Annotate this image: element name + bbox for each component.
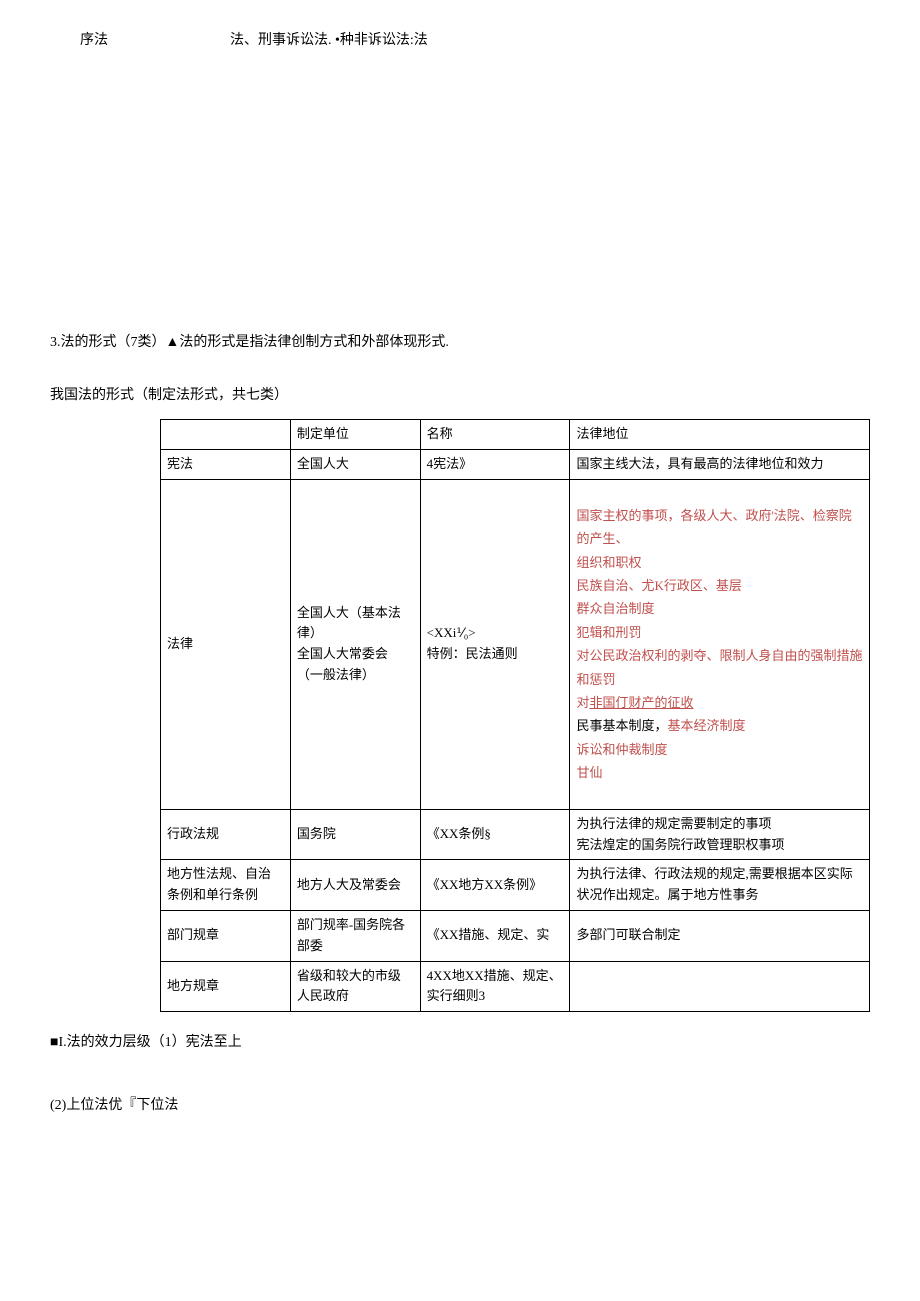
table-row: 部门规章 部门规率-国务院各部委 《XX措施、规定、实 多部门可联合制定 (161, 910, 870, 961)
falu4-l3: 民族自治、尤K行政区、基层 (576, 574, 863, 597)
falu4-l4: 群众自治制度 (576, 597, 863, 620)
cell-bumen-3: 《XX措施、规定、实 (420, 910, 570, 961)
cell-xingzheng-2: 国务院 (290, 809, 420, 860)
cell-difang-2: 地方人大及常委会 (290, 860, 420, 911)
footer-line-1: ■I.法的效力层级（1）宪法至上 (50, 1032, 870, 1054)
falu4-l8: 民事基本制度，基本经济制度 (576, 714, 863, 737)
table-row: 宪法 全国人大 4宪法》 国家主线大法，具有最高的法律地位和效力 (161, 449, 870, 479)
cell-bumen-2: 部门规率-国务院各部委 (290, 910, 420, 961)
cell-difang-1: 地方性法规、自治条例和单行条例 (161, 860, 291, 911)
law-forms-table: 制定单位 名称 法律地位 宪法 全国人大 4宪法》 国家主线大法，具有最高的法律… (160, 419, 870, 1012)
section-3-title: 3.法的形式（7类）▲法的形式是指法律创制方式和外部体现形式. (50, 332, 870, 354)
cell-falu-4: 国家主权的事项，各级人大、政府'法院、检察院的产生、 组织和职权 民族自治、尤K… (570, 479, 870, 809)
header-left-text: 序法 (50, 30, 230, 52)
cell-xingzheng-4: 为执行法律的规定需要制定的事项 宪法煌定的国务院行政管理职权事项 (570, 809, 870, 860)
cell-falu-3: <XXi⅟₀> 特例：民法通则 (420, 479, 570, 809)
cell-difangguizhang-1: 地方规章 (161, 961, 291, 1012)
cell-xianfa-1: 宪法 (161, 449, 291, 479)
table-header-row: 制定单位 名称 法律地位 (161, 420, 870, 450)
header-cell-1 (161, 420, 291, 450)
cell-difangguizhang-4 (570, 961, 870, 1012)
cell-falu-3-line2: 特例：民法通则 (427, 644, 564, 665)
header-cell-2: 制定单位 (290, 420, 420, 450)
falu4-l5: 犯辑和刑罚 (576, 621, 863, 644)
cell-falu-2: 全国人大（基本法律） 全国人大常委会（一般法律） (290, 479, 420, 809)
header-right-text: 法、刑事诉讼法. •种非诉讼法:法 (230, 30, 870, 52)
falu4-l8b: 基本经济制度 (667, 718, 745, 733)
cell-difangguizhang-3: 4XX地XX措施、规定、实行细则3 (420, 961, 570, 1012)
cell-xingzheng-1: 行政法规 (161, 809, 291, 860)
cell-xianfa-4: 国家主线大法，具有最高的法律地位和效力 (570, 449, 870, 479)
header-cell-4: 法律地位 (570, 420, 870, 450)
falu4-l7: 对非国仃财产的征收 (576, 691, 863, 714)
falu4-l10: 甘仙 (576, 761, 863, 784)
falu4-l1: 国家主权的事项，各级人大、政府'法院、检察院的产生、 (576, 504, 863, 551)
falu4-l8a: 民事基本制度， (576, 718, 667, 733)
table-row: 地方性法规、自治条例和单行条例 地方人大及常委会 《XX地方XX条例》 为执行法… (161, 860, 870, 911)
falu4-l9: 诉讼和仲裁制度 (576, 738, 863, 761)
header-block: 序法 法、刑事诉讼法. •种非诉讼法:法 (50, 30, 870, 52)
cell-falu-1: 法律 (161, 479, 291, 809)
falu4-l6: 对公民政治权利的剥夺、限制人身自由的强制措施和惩罚 (576, 644, 863, 691)
cell-falu-3-line1: <XXi⅟₀> (427, 623, 564, 644)
table-row: 法律 全国人大（基本法律） 全国人大常委会（一般法律） <XXi⅟₀> 特例：民… (161, 479, 870, 809)
cell-difangguizhang-2: 省级和较大的市级人民政府 (290, 961, 420, 1012)
cell-xianfa-2: 全国人大 (290, 449, 420, 479)
footer-line-2: (2)上位法优『下位法 (50, 1095, 870, 1117)
cell-bumen-4: 多部门可联合制定 (570, 910, 870, 961)
table-row: 行政法规 国务院 《XX条例§ 为执行法律的规定需要制定的事项 宪法煌定的国务院… (161, 809, 870, 860)
falu4-l7a: 对 (576, 695, 589, 710)
table-row: 地方规章 省级和较大的市级人民政府 4XX地XX措施、规定、实行细则3 (161, 961, 870, 1012)
header-cell-3: 名称 (420, 420, 570, 450)
cell-difang-3: 《XX地方XX条例》 (420, 860, 570, 911)
cell-bumen-1: 部门规章 (161, 910, 291, 961)
falu4-l2: 组织和职权 (576, 551, 863, 574)
section-3-subtitle: 我国法的形式（制定法形式，共七类） (50, 385, 870, 407)
falu4-l7b: 非国仃财产的征收 (589, 695, 693, 710)
cell-xianfa-3: 4宪法》 (420, 449, 570, 479)
cell-difang-4: 为执行法律、行政法规的规定,需要根据本区实际状况作出规定。属于地方性事务 (570, 860, 870, 911)
cell-xingzheng-3: 《XX条例§ (420, 809, 570, 860)
